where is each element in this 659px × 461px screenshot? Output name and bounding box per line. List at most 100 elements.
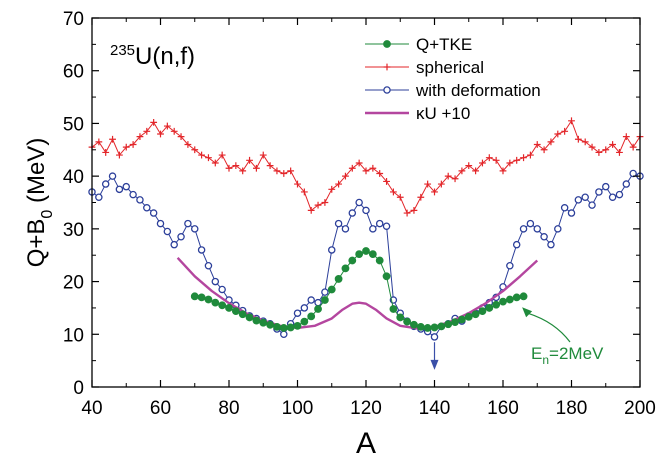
series-spherical-point bbox=[390, 188, 397, 196]
legend-label-with-deformation: with deformation bbox=[415, 81, 541, 100]
series-with-deformation-point bbox=[574, 196, 583, 204]
series-spherical-point bbox=[177, 133, 185, 141]
series-with-deformation-point bbox=[327, 246, 336, 254]
series-q-tke-point bbox=[499, 297, 507, 306]
series-spherical-point bbox=[554, 130, 562, 138]
y-tick-label: 0 bbox=[73, 378, 84, 399]
series-with-deformation-point bbox=[355, 198, 363, 207]
series-spherical-point bbox=[609, 141, 616, 148]
reaction-label: 235U(n,f) bbox=[110, 42, 195, 70]
series-spherical-point bbox=[116, 151, 123, 159]
series-q-tke-point bbox=[266, 320, 274, 329]
series-q-tke-point bbox=[403, 317, 411, 326]
series-with-deformation-point bbox=[184, 219, 192, 228]
series-spherical-point bbox=[451, 175, 459, 183]
series-q-tke-point bbox=[423, 324, 432, 332]
series-q-tke-point bbox=[396, 313, 405, 322]
series-with-deformation-point bbox=[300, 304, 309, 312]
series-spherical-point bbox=[588, 143, 596, 151]
series-spherical-point bbox=[253, 164, 260, 172]
series-with-deformation-point bbox=[136, 196, 144, 204]
series-spherical-point bbox=[157, 130, 164, 138]
series-spherical-point bbox=[513, 156, 521, 164]
series-spherical-point bbox=[280, 170, 288, 177]
series-with-deformation-point bbox=[512, 240, 521, 249]
series-spherical-point bbox=[294, 180, 301, 188]
series-with-deformation-point bbox=[321, 288, 329, 296]
legend-label-q-tke: Q+TKE bbox=[416, 35, 472, 54]
series-spherical-point bbox=[479, 159, 486, 167]
series-spherical-point bbox=[150, 118, 158, 126]
series-with-deformation-point bbox=[115, 185, 124, 194]
series-q-tke-point bbox=[300, 317, 309, 326]
series-with-deformation-point bbox=[156, 219, 165, 228]
series-spherical-point bbox=[129, 141, 137, 148]
y-axis-label-unit: (MeV) bbox=[23, 138, 50, 210]
series-with-deformation-point bbox=[348, 209, 357, 217]
series-spherical-point bbox=[629, 143, 637, 151]
x-tick-label: 180 bbox=[556, 398, 588, 419]
series-spherical-point bbox=[211, 159, 219, 167]
a140-arrow bbox=[430, 342, 439, 370]
series-with-deformation-point bbox=[95, 193, 103, 201]
legend-marker-with-deformation bbox=[383, 86, 391, 94]
series-q-tke-point bbox=[286, 323, 295, 332]
y-axis-label-sub: 0 bbox=[39, 210, 56, 219]
series-q-tke-point bbox=[245, 313, 254, 322]
series-spherical-point bbox=[431, 188, 438, 196]
series-spherical-point bbox=[342, 172, 349, 180]
series-q-tke-point bbox=[375, 256, 384, 265]
legend-item-with-deformation: with deformation bbox=[365, 81, 541, 100]
series-spherical-point bbox=[205, 154, 212, 162]
series-spherical-point bbox=[287, 167, 295, 175]
series-q-tke-point bbox=[348, 256, 357, 265]
series-spherical-point bbox=[163, 122, 171, 130]
annotation-text-main: E bbox=[531, 344, 542, 363]
series-with-deformation-point bbox=[581, 193, 589, 201]
series-with-deformation-point bbox=[108, 172, 117, 180]
series-q-tke-point bbox=[279, 324, 288, 332]
series-with-deformation-point bbox=[375, 219, 384, 228]
series-with-deformation-point bbox=[533, 225, 542, 233]
series-spherical-point bbox=[499, 167, 507, 175]
series-spherical-point bbox=[527, 151, 534, 159]
series-with-deformation-point bbox=[595, 188, 603, 196]
series-spherical-point bbox=[616, 149, 623, 156]
legend-label-kappau-10: κU +10 bbox=[416, 104, 470, 123]
series-with-deformation-point bbox=[547, 240, 555, 249]
series-q-tke-point bbox=[320, 296, 329, 304]
series-with-deformation-point bbox=[314, 298, 322, 307]
series-q-tke-point bbox=[273, 323, 281, 331]
series-with-deformation-point bbox=[149, 209, 158, 217]
series-with-deformation-point bbox=[560, 204, 569, 212]
series-q-tke-point bbox=[190, 292, 199, 301]
series-spherical-point bbox=[602, 146, 610, 154]
series-spherical-point bbox=[232, 162, 240, 169]
x-tick-label: 60 bbox=[150, 398, 171, 419]
series-spherical-point bbox=[581, 138, 589, 146]
series-with-deformation-point bbox=[554, 225, 562, 233]
series-spherical-point bbox=[246, 156, 253, 164]
series-with-deformation-point bbox=[204, 262, 213, 270]
series-spherical-point bbox=[143, 127, 151, 135]
series-q-tke-point bbox=[314, 305, 322, 313]
series-spherical-point bbox=[321, 199, 329, 206]
series-spherical-point bbox=[266, 162, 274, 169]
series-spherical-point bbox=[458, 167, 466, 175]
series-q-tke-point bbox=[437, 322, 446, 331]
series-q-tke-point bbox=[334, 275, 343, 283]
series-spherical-point bbox=[300, 188, 308, 196]
series-spherical-point bbox=[328, 185, 336, 193]
series-q-tke-point bbox=[492, 300, 501, 309]
series-with-deformation-point bbox=[362, 206, 370, 215]
series-spherical-point bbox=[437, 180, 445, 188]
series-spherical-point bbox=[239, 167, 247, 175]
y-axis-label: Q+B0 (MeV) bbox=[23, 138, 56, 268]
series-spherical-point bbox=[574, 135, 582, 143]
series-spherical-point bbox=[547, 138, 555, 146]
series-with-deformation-point bbox=[341, 225, 350, 233]
series-spherical bbox=[88, 117, 644, 217]
series-q-tke-point bbox=[197, 293, 206, 302]
series-q-tke-point bbox=[204, 295, 213, 304]
series-with-deformation-point bbox=[122, 182, 131, 191]
